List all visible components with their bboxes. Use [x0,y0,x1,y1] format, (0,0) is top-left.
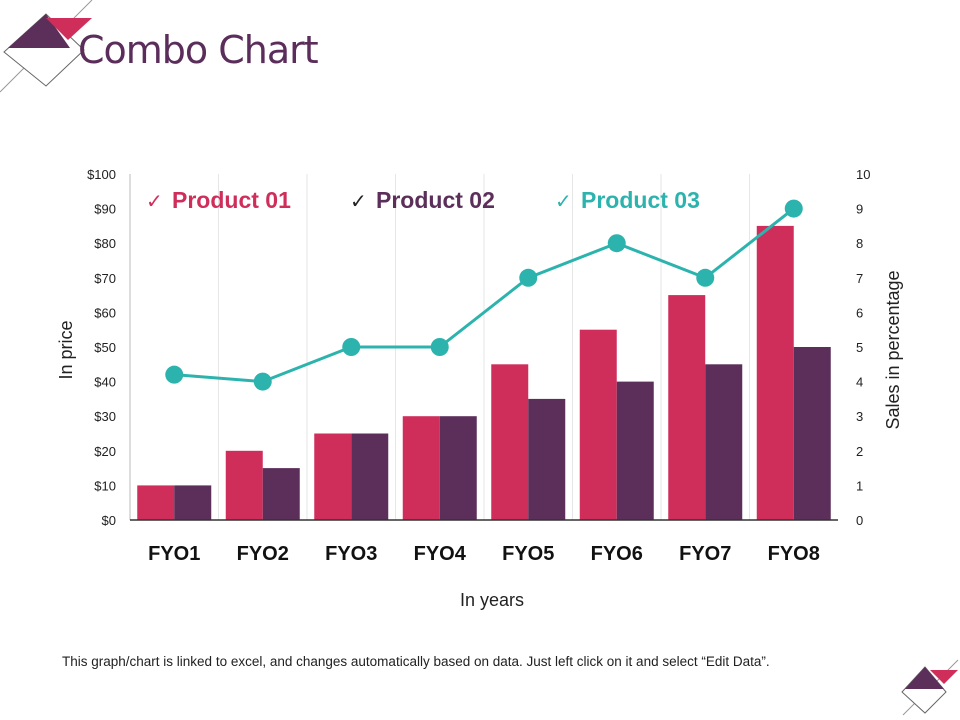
y-axis-title: In price [56,320,76,379]
legend-item: Product 02 [376,187,495,213]
point-product-03 [519,268,538,287]
bar-product-02 [174,485,212,520]
bar-product-01 [579,329,617,520]
y2-tick-label: 0 [856,513,863,528]
y2-tick-label: 1 [856,478,863,493]
y-tick-label: $0 [102,513,116,528]
y2-tick-label: 8 [856,236,863,251]
x-tick-label: FYO4 [414,543,467,565]
y2-tick-label: 4 [856,375,863,390]
bar-product-02 [616,381,654,520]
y2-tick-label: 3 [856,409,863,424]
point-product-03 [253,372,272,391]
y2-axis-title: Sales in percentage [883,270,903,429]
legend-item: Product 01 [172,187,291,213]
y2-tick-label: 5 [856,340,863,355]
y-tick-label: $100 [87,167,116,182]
y2-tick-label: 6 [856,305,863,320]
bar-product-02 [439,416,477,520]
line-product-03 [174,207,795,384]
point-product-03 [342,338,361,356]
y-tick-label: $90 [94,202,116,217]
bar-product-01 [668,295,706,520]
page-title: Combo Chart [78,28,319,72]
point-product-03 [607,234,626,253]
x-axis-title: In years [460,590,524,610]
bar-product-01 [314,433,352,520]
bar-product-01 [491,364,529,520]
x-tick-label: FYO6 [591,543,643,565]
bar-product-01 [137,485,175,520]
y2-tick-label: 7 [856,271,863,286]
point-product-03 [165,365,184,384]
y-tick-label: $70 [94,271,116,286]
footer-note: This graph/chart is linked to excel, and… [62,654,770,669]
bar-product-02 [793,347,831,520]
top-left-diamond-logo [0,0,93,93]
y-tick-label: $60 [94,305,116,320]
y-tick-label: $10 [94,478,116,493]
point-product-03 [696,268,715,287]
y-tick-label: $50 [94,340,116,355]
x-tick-label: FYO2 [237,543,289,565]
x-tick-label: FYO1 [148,543,200,565]
bar-product-01 [225,450,263,520]
bar-product-01 [756,225,794,520]
x-tick-label: FYO5 [502,543,554,565]
bar-product-02 [705,364,743,520]
y-tick-label: $30 [94,409,116,424]
bar-product-02 [351,433,389,520]
legend-check-icon: ✓ [146,189,163,213]
y2-tick-label: 2 [856,444,863,459]
bar-product-02 [528,398,566,520]
legend-check-icon: ✓ [555,189,572,213]
legend-item: Product 03 [581,187,700,213]
bar-product-01 [402,416,440,520]
legend-check-icon: ✓ [350,189,367,213]
point-product-03 [430,338,449,356]
y-tick-label: $20 [94,444,116,459]
combo-chart: $0 $10 $20 $30 $40 $50 $60 $70 $80 $90 $100 0 1 2 3 4 5 6… [56,167,903,610]
bar-product-02 [262,468,300,520]
y-tick-label: $80 [94,236,116,251]
y-tick-label: $40 [94,375,116,390]
x-tick-label: FYO7 [679,543,731,565]
bottom-right-diamond-logo [901,659,959,716]
x-tick-label: FYO3 [325,543,377,565]
x-tick-label: FYO8 [768,543,820,565]
y2-tick-label: 10 [856,167,870,182]
point-product-03 [784,199,803,218]
y2-tick-label: 9 [856,202,863,217]
